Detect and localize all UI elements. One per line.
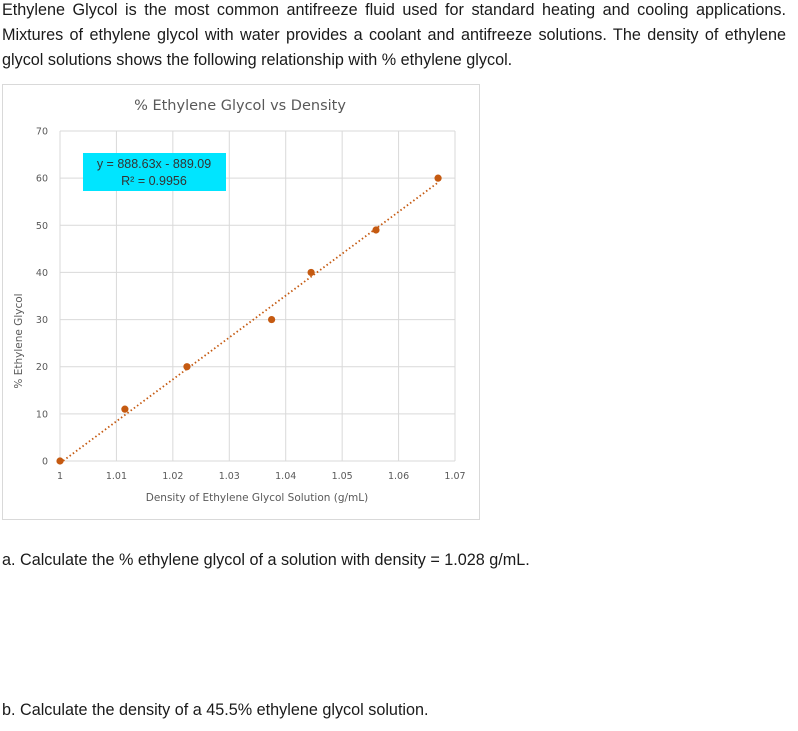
chart-title: % Ethylene Glycol vs Density (134, 98, 346, 114)
x-tick-label: 1.07 (444, 471, 465, 482)
axis-labels: 0 10 20 30 40 50 60 70 1 1.01 1.02 1.03 1.04 1.05 1.06… (36, 127, 466, 483)
density-chart: 0 10 20 30 40 50 60 70 1 1.01 1.02 1.03 1.04 1.05 1.06… (13, 98, 466, 504)
data-point (307, 268, 315, 277)
x-tick-label: 1.03 (219, 471, 240, 482)
y-tick-label: 10 (36, 409, 48, 420)
y-tick-label: 70 (36, 127, 48, 138)
question-b: b. Calculate the density of a 45.5% ethy… (2, 701, 429, 719)
data-points (56, 174, 442, 465)
question-a: a. Calculate the % ethylene glycol of a … (2, 551, 530, 569)
x-tick-label: 1.04 (275, 471, 296, 482)
y-tick-label: 0 (42, 457, 48, 468)
data-point (121, 405, 129, 413)
r-squared-label: R² = 0.9956 (121, 174, 187, 188)
equation-background (83, 153, 226, 191)
x-tick-label: 1 (57, 471, 63, 482)
data-point (56, 457, 64, 465)
x-tick-label: 1.06 (388, 471, 409, 482)
intro-paragraph: Ethylene Glycol is the most common antif… (2, 1, 786, 69)
x-axis-title: Density of Ethylene Glycol Solution (g/m… (146, 492, 368, 504)
data-point (268, 315, 276, 324)
y-tick-label: 30 (36, 315, 48, 326)
trendline-equation-box: y = 888.63x - 889.09 R² = 0.9956 (83, 153, 226, 191)
data-point (372, 226, 380, 234)
y-axis-title: % Ethylene Glycol (13, 293, 25, 388)
y-tick-label: 40 (36, 268, 48, 279)
x-tick-label: 1.02 (162, 471, 183, 482)
y-tick-label: 60 (36, 174, 48, 185)
x-tick-label: 1.01 (106, 471, 127, 482)
data-point (434, 174, 442, 182)
trendline-equation: y = 888.63x - 889.09 (97, 157, 211, 171)
chart-container: 0 10 20 30 40 50 60 70 1 1.01 1.02 1.03 1.04 1.05 1.06… (2, 84, 480, 520)
data-point (183, 363, 191, 371)
y-tick-label: 20 (36, 362, 48, 373)
y-tick-label: 50 (36, 221, 48, 232)
x-tick-label: 1.05 (332, 471, 353, 482)
